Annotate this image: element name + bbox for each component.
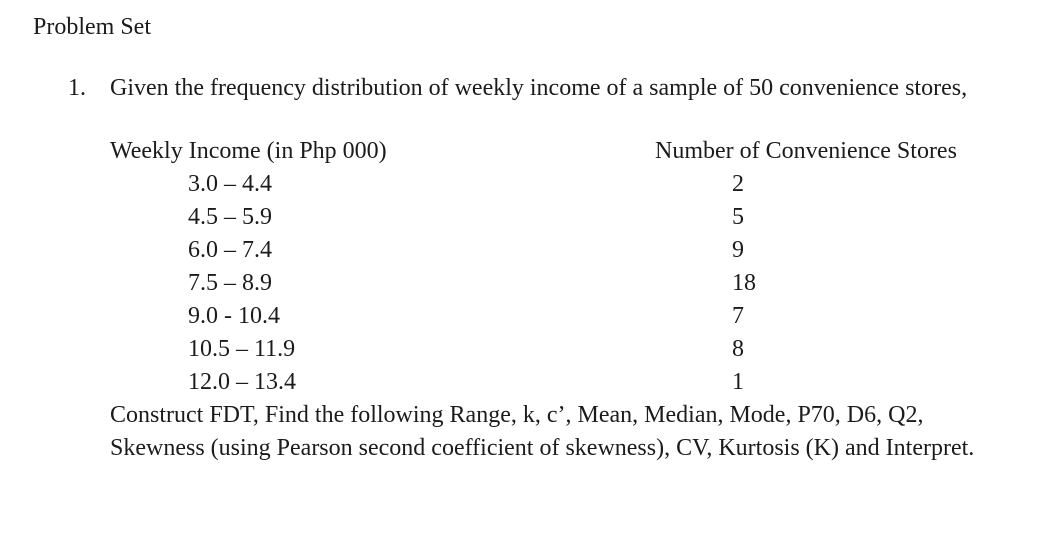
column-header-number-of-stores: Number of Convenience Stores (655, 138, 957, 164)
table-row: 4.5 – 5.9 5 (110, 201, 1010, 234)
table-row: 12.0 – 13.4 1 (110, 366, 1010, 399)
income-class-cell: 10.5 – 11.9 (188, 336, 296, 362)
table-row: 9.0 - 10.4 7 (110, 300, 1010, 333)
store-count-cell: 1 (732, 369, 744, 395)
problem-number: 1. (68, 75, 86, 101)
store-count-cell: 2 (732, 171, 744, 197)
problem-item: 1. Given the frequency distribution of w… (33, 72, 1057, 105)
income-class-cell: 4.5 – 5.9 (188, 204, 272, 230)
store-count-cell: 7 (732, 303, 744, 329)
table-header-row: Weekly Income (in Php 000) Number of Con… (110, 135, 1010, 168)
problem-intro-text: Given the frequency distribution of week… (110, 75, 968, 101)
store-count-cell: 9 (732, 237, 744, 263)
income-class-cell: 3.0 – 4.4 (188, 171, 272, 197)
table-row: 10.5 – 11.9 8 (110, 333, 1010, 366)
store-count-cell: 5 (732, 204, 744, 230)
store-count-cell: 18 (732, 270, 756, 296)
frequency-table: Weekly Income (in Php 000) Number of Con… (110, 135, 1010, 399)
store-count-cell: 8 (732, 336, 744, 362)
table-row: 3.0 – 4.4 2 (110, 168, 1010, 201)
page-title: Problem Set (33, 14, 151, 40)
income-class-cell: 7.5 – 8.9 (188, 270, 272, 296)
table-row: 7.5 – 8.9 18 (110, 267, 1010, 300)
income-class-cell: 12.0 – 13.4 (188, 369, 296, 395)
income-class-cell: 6.0 – 7.4 (188, 237, 272, 263)
table-row: 6.0 – 7.4 9 (110, 234, 1010, 267)
column-header-weekly-income: Weekly Income (in Php 000) (110, 138, 387, 164)
income-class-cell: 9.0 - 10.4 (188, 303, 280, 329)
instructions-paragraph: Construct FDT, Find the following Range,… (110, 402, 975, 461)
